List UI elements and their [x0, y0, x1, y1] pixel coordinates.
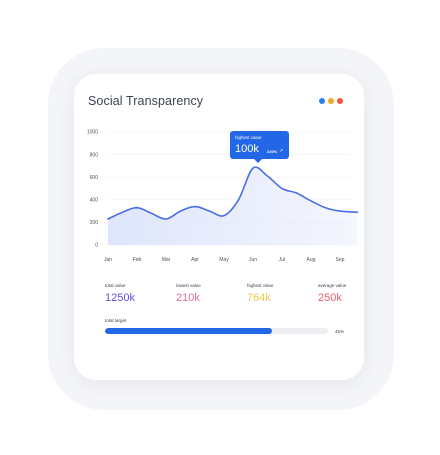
x-tick-label: Jul [279, 257, 285, 263]
x-tick-label: Mar [162, 257, 171, 263]
orange-dot[interactable] [328, 98, 334, 104]
target-label: total target [105, 318, 127, 323]
tooltip-value: 100k [235, 143, 259, 155]
y-tick-label: 400 [90, 198, 99, 204]
card-title: Social Transparency [88, 94, 204, 108]
arrow-up-right-icon: ↗ [279, 147, 284, 154]
y-tick-label: 200 [90, 220, 99, 226]
stat-value: 764k [247, 292, 271, 304]
stat-total: total value 1250k [105, 283, 135, 304]
x-tick-label: Sep [336, 257, 345, 263]
stat-label: highest value [247, 283, 274, 288]
x-tick-label: Jan [104, 257, 112, 263]
stat-average: average value 250k [318, 283, 346, 304]
tooltip-percent: 220% [267, 149, 278, 154]
x-tick-label: Feb [133, 257, 142, 263]
blue-dot[interactable] [319, 98, 325, 104]
y-tick-label: 0 [95, 243, 98, 249]
stat-highest: highest value 764k [247, 283, 274, 304]
area-chart: 1000 800 600 400 200 0 Jan Feb Mar Apr May Jun Jul A… [87, 130, 359, 263]
target-percent: 45% [335, 329, 345, 334]
x-tick-label: Jun [249, 257, 257, 263]
tooltip-label: highest value [235, 135, 262, 140]
stat-value: 210k [176, 292, 200, 304]
x-tick-label: Aug [307, 257, 316, 263]
stat-label: total value [105, 283, 126, 288]
y-tick-label: 600 [90, 175, 99, 181]
x-tick-label: Apr [191, 257, 199, 263]
y-tick-label: 800 [90, 152, 99, 158]
target-progress-fill [105, 328, 273, 334]
stat-value: 1250k [105, 292, 135, 304]
series-line [107, 166, 359, 220]
red-dot[interactable] [337, 98, 343, 104]
area-fill [108, 167, 358, 245]
stat-lowest: lowest value 210k [176, 283, 201, 304]
stat-value: 250k [318, 292, 342, 304]
stat-label: average value [318, 283, 347, 288]
highlight-tooltip: highest value 100k 220% ↗ [230, 131, 289, 163]
x-tick-label: May [219, 257, 229, 263]
stat-label: lowest value [176, 283, 201, 288]
stats-row: total value 1250k lowest value 210k high… [105, 283, 355, 313]
y-tick-label: 1000 [87, 130, 98, 136]
window-dots [319, 98, 343, 104]
target-progress-bar [105, 328, 328, 334]
dashboard-card: Social Transparency 1000 800 600 400 200 0 Ja… [74, 74, 364, 380]
